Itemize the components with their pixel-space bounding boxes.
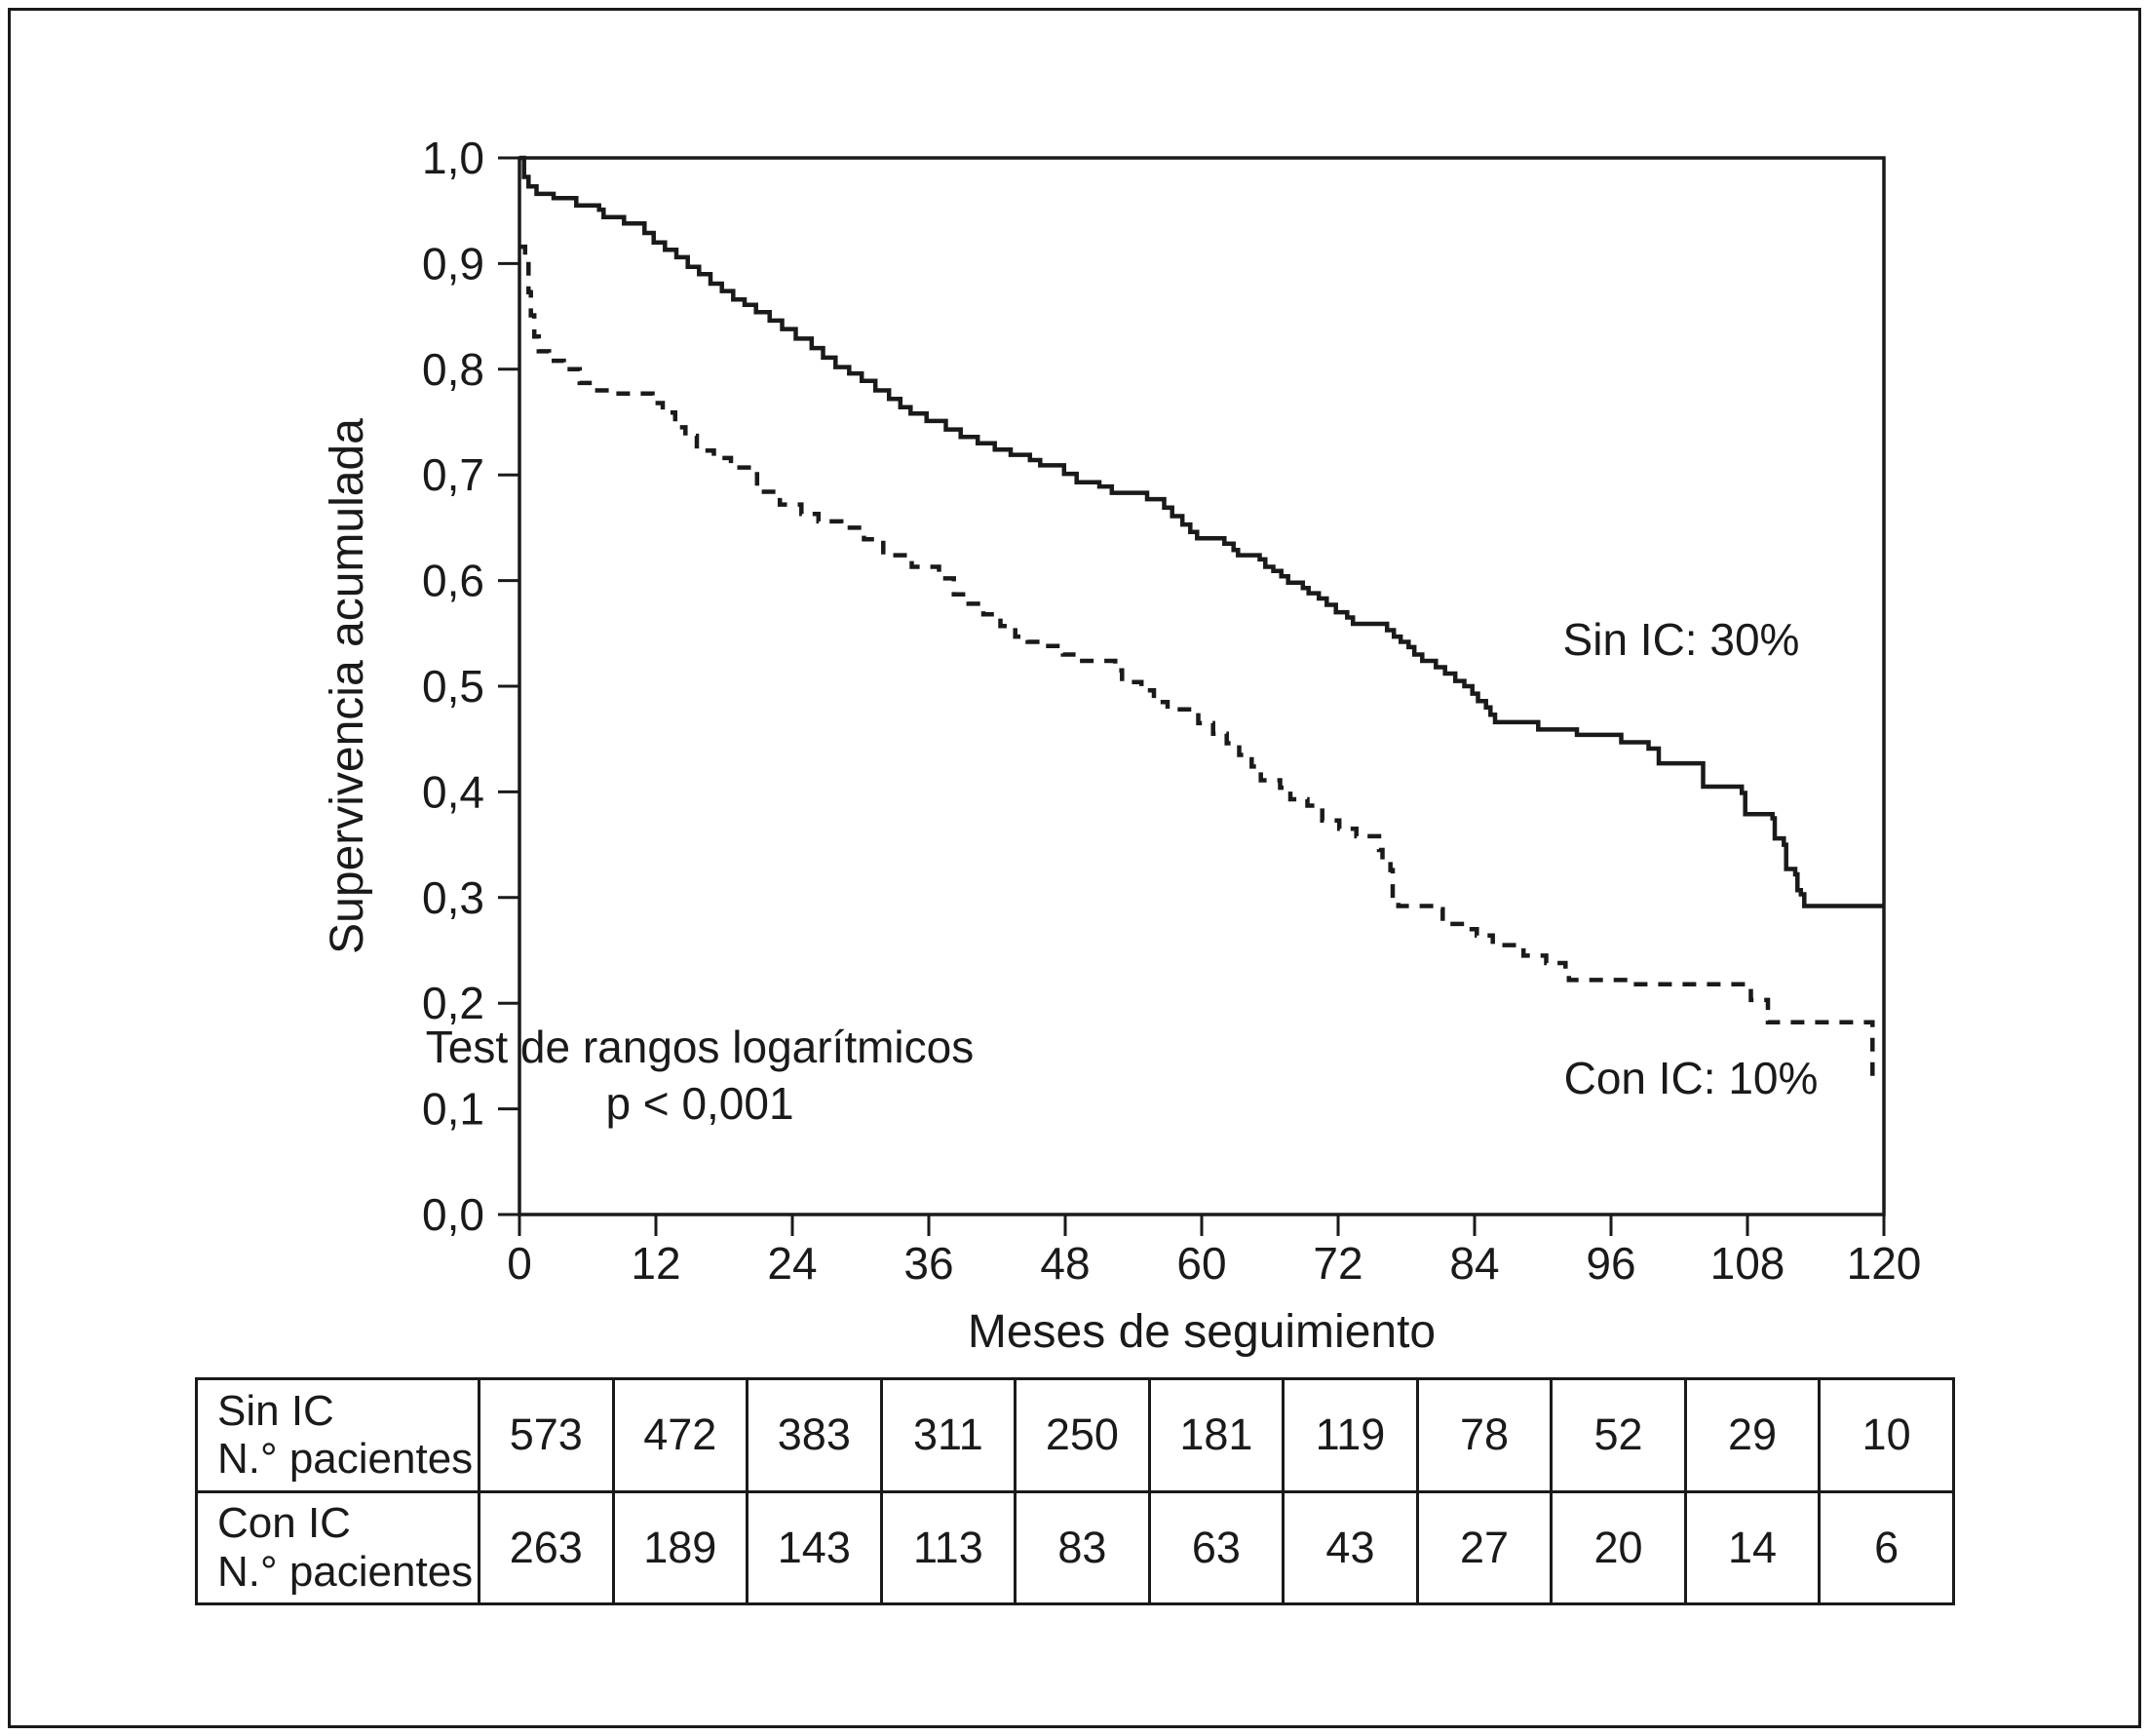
risk-count-cell: 143 xyxy=(746,1489,883,1605)
x-tick-label: 96 xyxy=(1586,1238,1635,1289)
patients-at-risk-table: Sin IC N.° pacientes 573 472 383 311 250 181 119… xyxy=(195,1377,1955,1605)
survival-curves xyxy=(519,155,1884,1078)
risk-row-label-group: Con IC xyxy=(217,1499,351,1548)
y-tick-label: 0,7 xyxy=(422,449,484,500)
y-tick-label: 0,8 xyxy=(422,344,484,395)
risk-count-cell: 83 xyxy=(1014,1489,1151,1605)
risk-count-cell: 10 xyxy=(1818,1377,1955,1493)
risk-count-cell: 573 xyxy=(478,1377,615,1493)
risk-row-label-unit: N.° pacientes xyxy=(217,1435,474,1484)
risk-count-cell: 189 xyxy=(611,1489,749,1605)
risk-row-label-unit: N.° pacientes xyxy=(217,1547,474,1596)
y-tick-label: 0,4 xyxy=(422,766,484,817)
y-tick-label: 0,3 xyxy=(422,872,484,923)
x-tick-label: 12 xyxy=(631,1238,680,1289)
survival-curve-sin-ic xyxy=(519,155,1884,908)
y-tick-label: 0,9 xyxy=(422,238,484,289)
axis-ticks: 0 12 24 36 48 60 72 84 96 108 120 0,0 0,1 0,2 0,3 0,4 0,… xyxy=(422,133,1921,1289)
risk-count-cell: 63 xyxy=(1147,1489,1286,1605)
risk-row-label: Con IC N.° pacientes xyxy=(195,1489,480,1605)
risk-count-cell: 52 xyxy=(1550,1377,1687,1493)
risk-table-row: Sin IC N.° pacientes 573 472 383 311 250 181 119… xyxy=(195,1377,1955,1493)
risk-count-cell: 119 xyxy=(1282,1377,1419,1493)
x-axis-title: Meses de seguimiento xyxy=(968,1306,1436,1358)
x-tick-label: 72 xyxy=(1313,1238,1362,1289)
x-tick-label: 0 xyxy=(507,1238,532,1289)
risk-count-cell: 383 xyxy=(746,1377,883,1493)
y-tick-label: 0,1 xyxy=(422,1084,484,1135)
x-tick-label: 36 xyxy=(903,1238,953,1289)
risk-row-label: Sin IC N.° pacientes xyxy=(195,1377,480,1493)
logrank-annotation-line2: p < 0,001 xyxy=(605,1078,793,1129)
risk-row-label-group: Sin IC xyxy=(217,1386,334,1435)
x-tick-label: 108 xyxy=(1710,1238,1785,1289)
risk-count-cell: 311 xyxy=(879,1377,1017,1493)
risk-count-cell: 43 xyxy=(1282,1489,1419,1605)
y-tick-label: 0,5 xyxy=(422,661,484,712)
risk-count-cell: 27 xyxy=(1415,1489,1554,1605)
risk-count-cell: 20 xyxy=(1550,1489,1687,1605)
risk-count-cell: 263 xyxy=(478,1489,615,1605)
x-tick-label: 48 xyxy=(1040,1238,1090,1289)
x-tick-label: 24 xyxy=(767,1238,817,1289)
x-tick-label: 120 xyxy=(1847,1238,1922,1289)
risk-table-row: Con IC N.° pacientes 263 189 143 113 83 63 43 27 2… xyxy=(195,1489,1955,1605)
risk-count-cell: 113 xyxy=(879,1489,1017,1605)
risk-count-cell: 29 xyxy=(1683,1377,1822,1493)
y-tick-label: 0,6 xyxy=(422,556,484,606)
x-tick-label: 60 xyxy=(1176,1238,1226,1289)
risk-count-cell: 78 xyxy=(1415,1377,1554,1493)
figure-border xyxy=(8,8,2141,1728)
risk-count-cell: 14 xyxy=(1683,1489,1822,1605)
y-tick-label: 0,2 xyxy=(422,978,484,1028)
risk-count-cell: 250 xyxy=(1014,1377,1151,1493)
risk-count-cell: 181 xyxy=(1147,1377,1286,1493)
curve-label-con-ic: Con IC: 10% xyxy=(1564,1053,1819,1103)
risk-count-cell: 6 xyxy=(1818,1489,1955,1605)
y-axis-title: Supervivencia acumulada xyxy=(322,418,373,954)
curve-label-sin-ic: Sin IC: 30% xyxy=(1563,614,1800,665)
x-tick-label: 84 xyxy=(1449,1238,1499,1289)
logrank-annotation-line1: Test de rangos logarítmicos xyxy=(426,1022,975,1072)
y-tick-label: 1,0 xyxy=(422,133,484,183)
y-tick-label: 0,0 xyxy=(422,1189,484,1240)
survival-curve-con-ic xyxy=(519,244,1875,1078)
risk-count-cell: 472 xyxy=(611,1377,749,1493)
